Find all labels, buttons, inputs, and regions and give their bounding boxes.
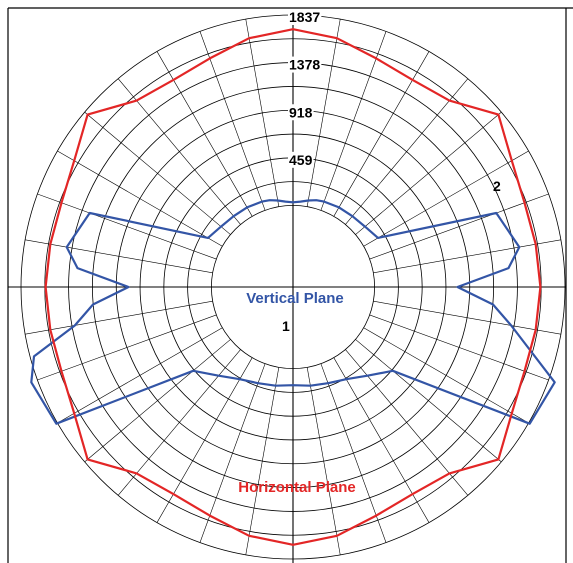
radial-tick-label: 1837 [289, 9, 320, 25]
series-label-vertical-plane: Vertical Plane [246, 290, 344, 307]
tick-label-background [288, 56, 322, 73]
curve-number-1: 1 [282, 318, 290, 334]
chart-frame [7, 7, 573, 563]
curve-number-2: 2 [493, 178, 501, 194]
tick-label-background [288, 9, 322, 25]
tick-label-background [288, 151, 314, 168]
series-group [30, 28, 556, 546]
polar-grid [8, 14, 566, 563]
series-line-1 [30, 199, 556, 425]
radial-tick-label: 918 [289, 104, 313, 120]
series-line-2 [44, 28, 542, 546]
series-label-horizontal-plane: Horizontal Plane [238, 479, 356, 496]
radial-tick-label: 459 [289, 152, 313, 168]
label-group: 459 918 1378 1837 Vertical Plane Horizontal P… [238, 9, 501, 496]
radial-tick-label: 1378 [289, 57, 320, 73]
tick-label-background [288, 104, 314, 121]
